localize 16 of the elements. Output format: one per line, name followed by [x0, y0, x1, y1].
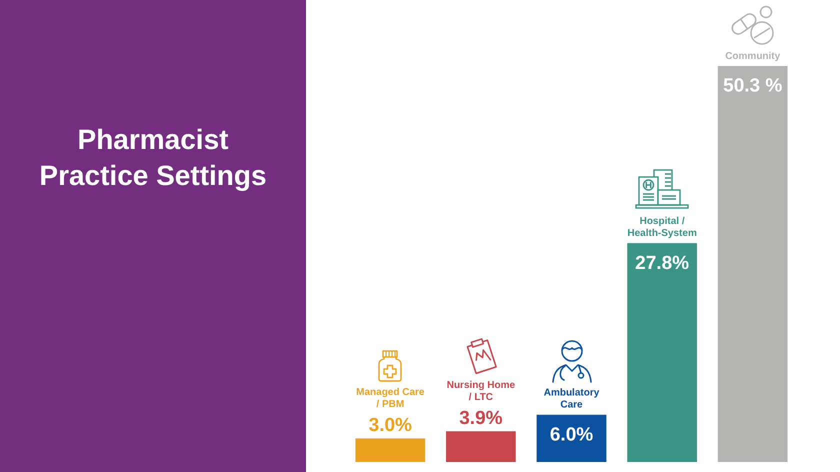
x-tick-label: Nursing Home / LTC — [446, 380, 516, 404]
bar — [718, 66, 788, 462]
bar — [355, 438, 426, 462]
x-tick-label: Managed Care / PBM — [356, 387, 425, 410]
bar — [627, 243, 697, 462]
data-label: 3.0% — [368, 415, 412, 436]
bar — [446, 431, 516, 462]
data-label: 50.3 % — [723, 76, 782, 97]
x-tick-label: Community — [725, 50, 781, 62]
data-label: 3.9% — [459, 408, 503, 430]
bar — [536, 414, 606, 462]
data-label: 27.8% — [635, 252, 690, 274]
x-tick-label: Ambulatory Care — [544, 388, 600, 411]
data-label: 6.0% — [550, 424, 594, 446]
x-tick-label: Hospital / Health-System — [627, 216, 697, 239]
text: Pharmacist Practice Settings — [38, 123, 268, 193]
